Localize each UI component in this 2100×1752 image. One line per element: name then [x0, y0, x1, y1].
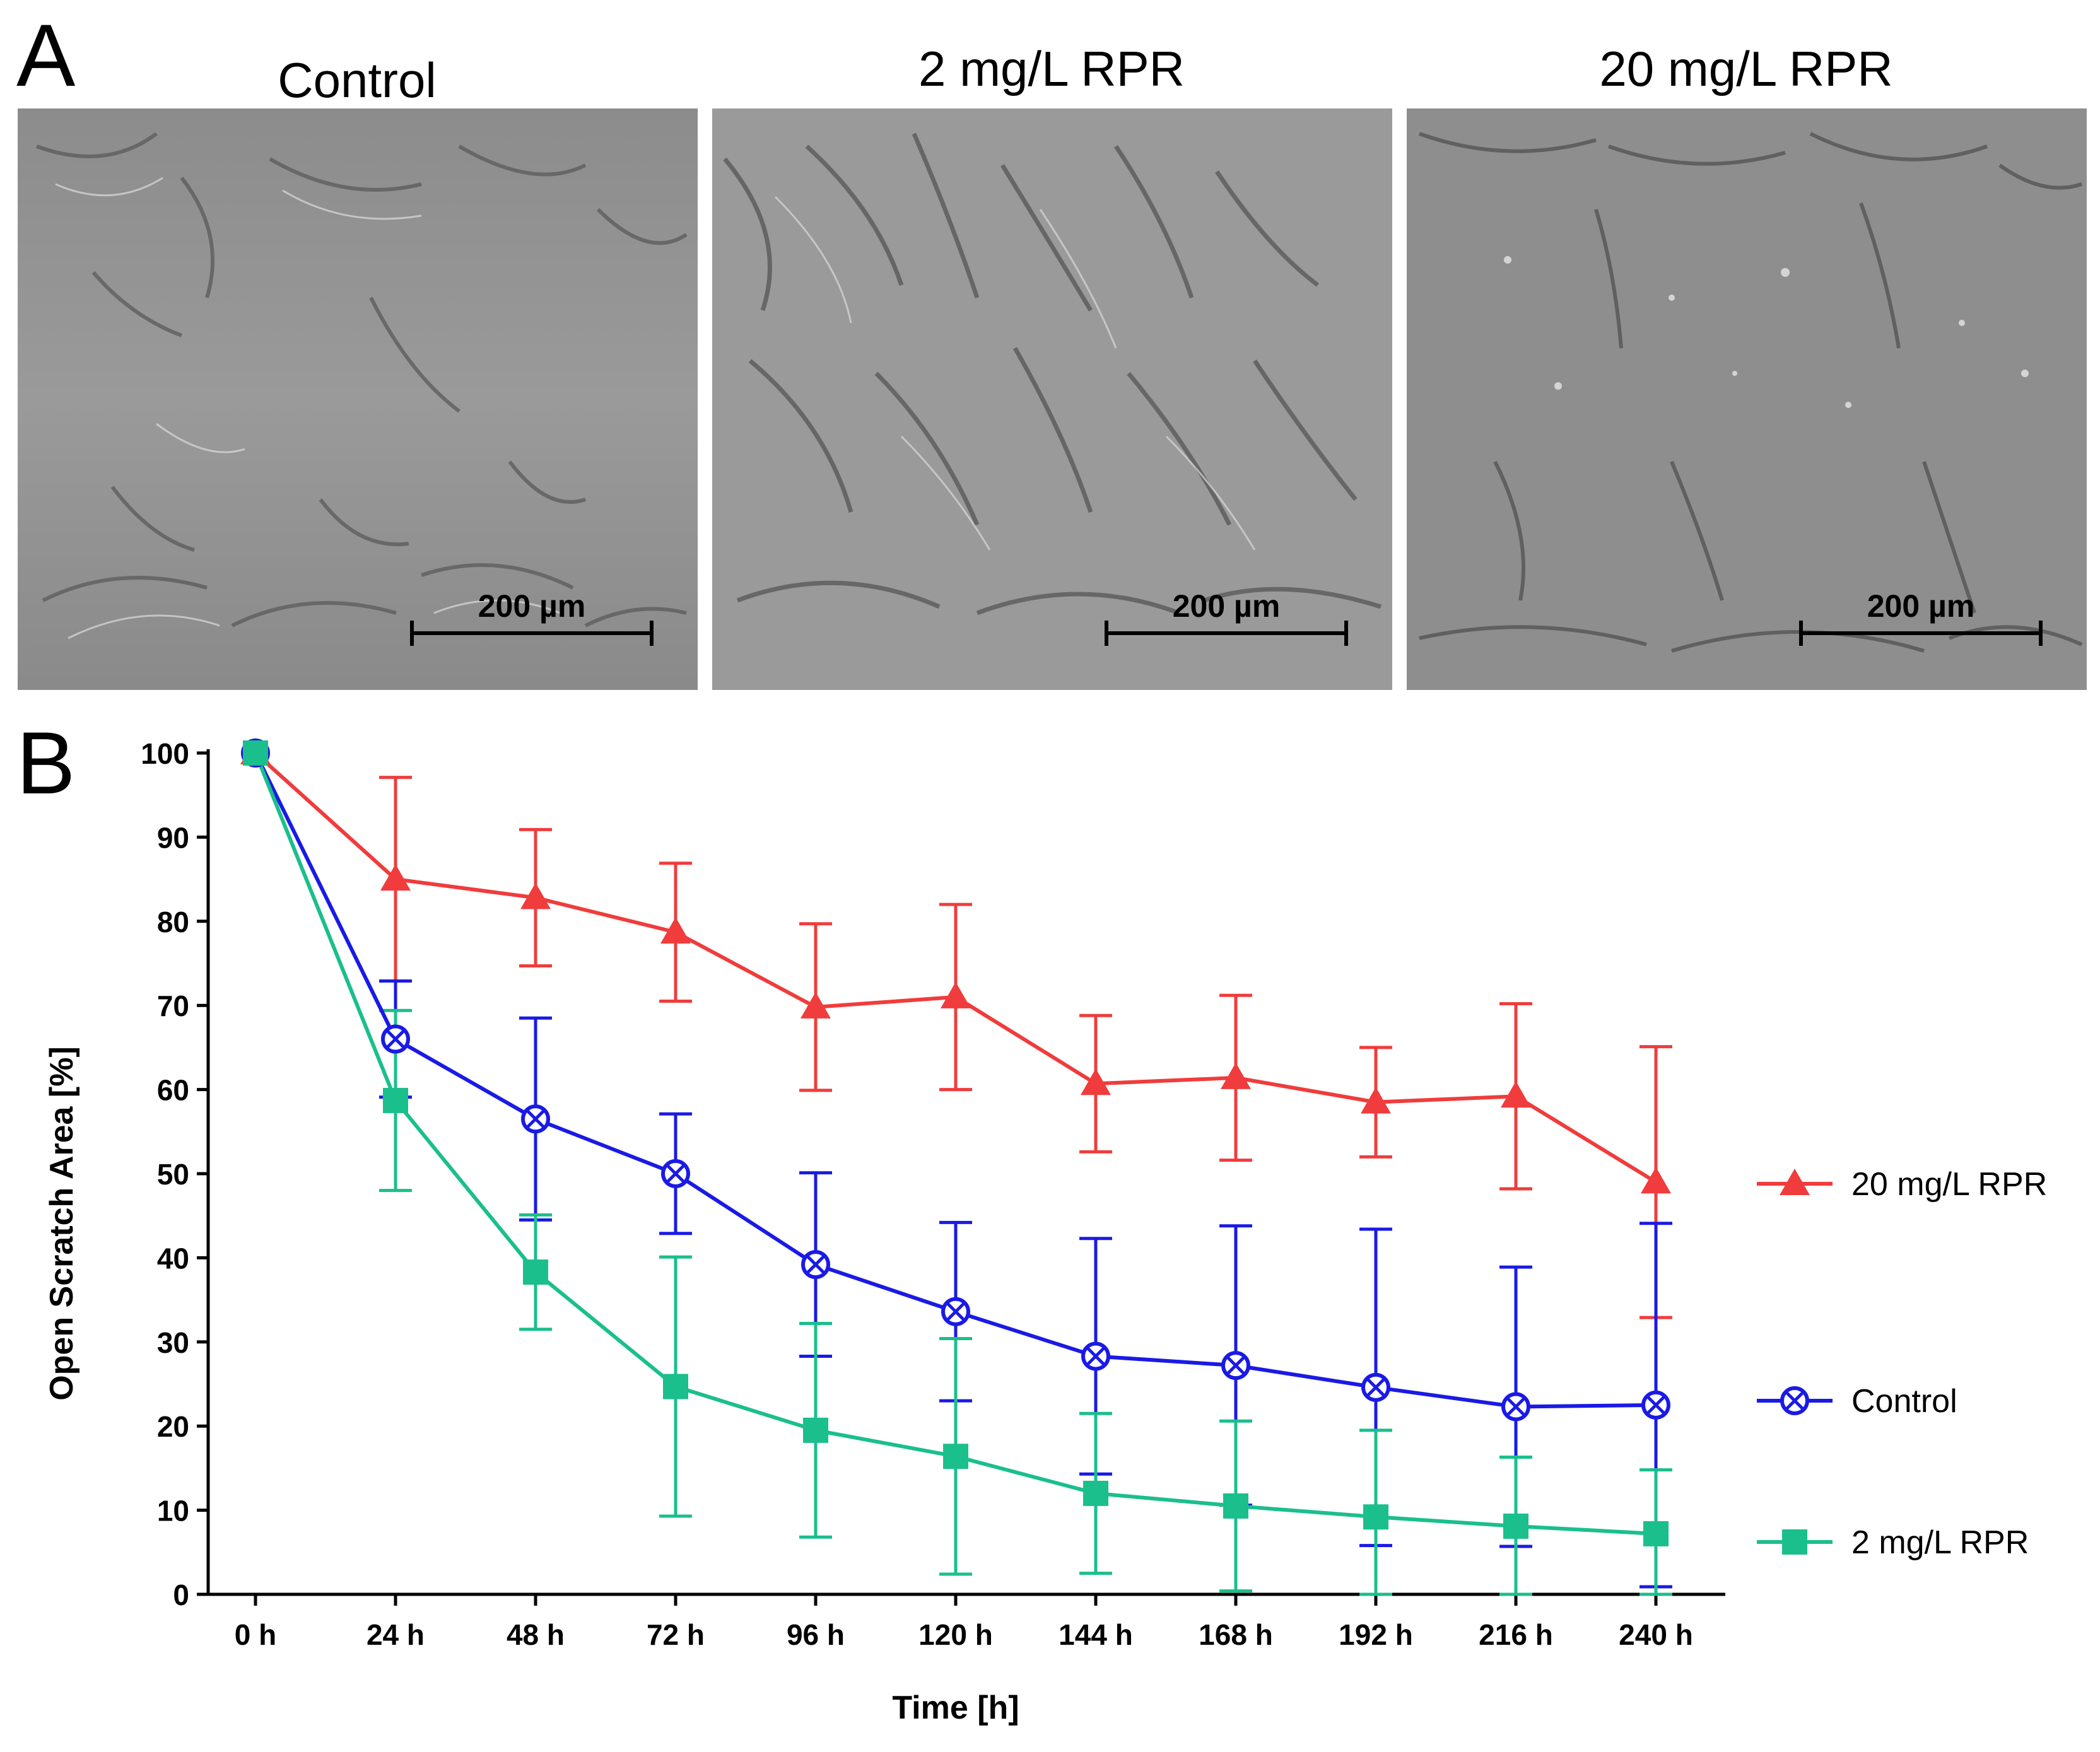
x-tick-label: 24 h	[367, 1618, 425, 1651]
x-tick-label: 48 h	[507, 1618, 565, 1651]
chart-container: 0 10 20 30 40 50 60 70 80 90 100 0 h 24 h 48 h 72 h 96 …	[0, 694, 2100, 1752]
y-tick-label: 90	[157, 821, 189, 854]
data-point-20-mg-l-rpr	[1501, 1081, 1531, 1108]
y-tick-label: 60	[157, 1074, 189, 1107]
x-tick-label: 168 h	[1199, 1618, 1273, 1651]
legend-marker-control	[1780, 1386, 1809, 1415]
data-point-20-mg-l-rpr	[660, 917, 691, 944]
x-tick-label: 120 h	[918, 1618, 993, 1651]
chart-axes: 0 10 20 30 40 50 60 70 80 90 100 0 h 24 h 48 h 72 h 96 …	[141, 737, 1725, 1651]
data-point-2-mg-l-rpr	[1083, 1480, 1108, 1506]
y-tick-label: 10	[157, 1495, 189, 1527]
data-point-control	[521, 1104, 550, 1134]
micrograph-control: 200 µm	[18, 108, 698, 690]
x-tick-label: 216 h	[1479, 1618, 1553, 1651]
panel-b-letter: B	[16, 713, 76, 812]
x-tick-label: 192 h	[1339, 1618, 1413, 1651]
cell-texture	[35, 132, 688, 628]
y-tick-label: 70	[157, 990, 189, 1022]
data-point-2-mg-l-rpr	[943, 1444, 968, 1469]
data-point-control	[1221, 1351, 1250, 1381]
data-point-2-mg-l-rpr	[1643, 1521, 1669, 1546]
data-point-20-mg-l-rpr	[941, 981, 971, 1008]
legend-label-20-mg-l-rpr: 20 mg/L RPR	[1851, 1166, 2047, 1203]
data-point-20-mg-l-rpr	[801, 991, 831, 1019]
micrograph-2mg: 200 µm	[712, 108, 1392, 690]
data-point-2-mg-l-rpr	[1503, 1513, 1528, 1539]
y-tick-label: 100	[141, 737, 189, 770]
y-tick-label: 80	[157, 906, 189, 938]
legend-item-20-mg-l-rpr: 20 mg/L RPR	[1757, 1166, 2047, 1203]
data-point-20-mg-l-rpr	[1221, 1062, 1251, 1089]
data-point-control	[1641, 1390, 1670, 1420]
line-chart: 0 10 20 30 40 50 60 70 80 90 100 0 h 24 h 48 h 72 h 96 …	[44, 737, 2047, 1726]
legend-marker-2-mg-l-rpr	[1782, 1529, 1807, 1555]
data-point-2-mg-l-rpr	[1363, 1504, 1388, 1530]
error-bars	[379, 776, 1672, 1596]
scale-bar-label-2mg: 200 µm	[1173, 588, 1281, 624]
series-markers	[240, 738, 1671, 1546]
legend-label-2-mg-l-rpr: 2 mg/L RPR	[1851, 1524, 2029, 1561]
scale-bar-label-control: 200 µm	[478, 588, 586, 624]
data-point-2-mg-l-rpr	[803, 1417, 828, 1443]
data-point-20-mg-l-rpr	[1361, 1087, 1391, 1114]
micrograph-control-image: 200 µm	[18, 108, 698, 690]
data-point-control	[661, 1159, 690, 1188]
x-tick-label: 144 h	[1059, 1618, 1133, 1651]
micro-title-20mg: 20 mg/L RPR	[1599, 41, 1893, 96]
data-point-2-mg-l-rpr	[663, 1374, 688, 1399]
data-point-control	[801, 1250, 830, 1280]
legend-item-control: Control	[1757, 1383, 1957, 1420]
x-axis-label: Time [h]	[892, 1690, 1019, 1726]
data-point-control	[1501, 1392, 1530, 1422]
data-point-20-mg-l-rpr	[1641, 1167, 1671, 1194]
legend-label-control: Control	[1851, 1383, 1957, 1420]
data-point-2-mg-l-rpr	[383, 1087, 408, 1113]
micrograph-2mg-image: 200 µm	[712, 108, 1392, 690]
x-tick-label: 0 h	[235, 1618, 276, 1651]
legend: 20 mg/L RPR Control 2 mg/L RPR	[1757, 1166, 2047, 1561]
legend-item-2-mg-l-rpr: 2 mg/L RPR	[1757, 1524, 2029, 1561]
micrograph-20mg-image: 200 µm	[1407, 108, 2087, 690]
micro-title-2mg: 2 mg/L RPR	[918, 41, 1185, 96]
data-point-2-mg-l-rpr	[523, 1259, 548, 1285]
y-axis-label: Open Scratch Area [%]	[44, 1046, 80, 1401]
micrograph-20mg: 200 µm	[1407, 108, 2087, 690]
data-point-control	[1361, 1372, 1390, 1402]
x-tick-label: 240 h	[1619, 1618, 1693, 1651]
data-point-20-mg-l-rpr	[1081, 1068, 1111, 1095]
y-tick-label: 20	[157, 1410, 189, 1443]
x-tick-label: 96 h	[787, 1618, 845, 1651]
y-tick-label: 40	[157, 1242, 189, 1275]
data-point-control	[941, 1297, 970, 1326]
data-point-2-mg-l-rpr	[1223, 1493, 1248, 1519]
data-point-20-mg-l-rpr	[380, 864, 411, 891]
y-tick-label: 50	[157, 1158, 189, 1191]
panel-a-letter: A	[16, 6, 76, 105]
y-tick-label: 30	[157, 1326, 189, 1359]
micro-title-control: Control	[278, 52, 437, 108]
data-point-control	[1081, 1341, 1110, 1371]
data-point-control	[381, 1024, 410, 1054]
data-point-20-mg-l-rpr	[520, 882, 551, 909]
legend-marker-20-mg-l-rpr	[1780, 1169, 1810, 1195]
data-point-2-mg-l-rpr	[243, 740, 268, 766]
y-tick-label: 0	[173, 1579, 189, 1611]
x-tick-label: 72 h	[647, 1618, 705, 1651]
scale-bar-label-20mg: 200 µm	[1867, 588, 1975, 624]
